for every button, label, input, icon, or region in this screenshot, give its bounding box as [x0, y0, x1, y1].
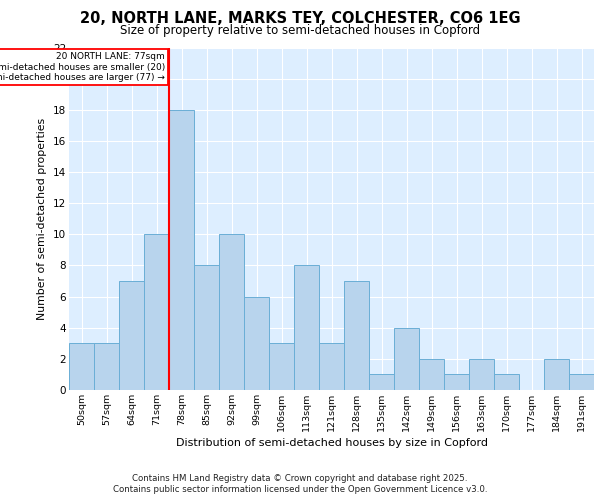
Bar: [369, 374, 394, 390]
Bar: [444, 374, 469, 390]
Bar: [394, 328, 419, 390]
Bar: [569, 374, 594, 390]
Text: 20, NORTH LANE, MARKS TEY, COLCHESTER, CO6 1EG: 20, NORTH LANE, MARKS TEY, COLCHESTER, C…: [80, 11, 520, 26]
Bar: [169, 110, 194, 390]
Y-axis label: Number of semi-detached properties: Number of semi-detached properties: [37, 118, 47, 320]
Bar: [419, 359, 444, 390]
Text: 20 NORTH LANE: 77sqm
← 21% of semi-detached houses are smaller (20)
79% of semi-: 20 NORTH LANE: 77sqm ← 21% of semi-detac…: [0, 52, 165, 82]
Bar: [344, 281, 369, 390]
Text: Contains HM Land Registry data © Crown copyright and database right 2025.
Contai: Contains HM Land Registry data © Crown c…: [113, 474, 487, 494]
Bar: [544, 359, 569, 390]
Bar: [244, 296, 269, 390]
Text: Size of property relative to semi-detached houses in Copford: Size of property relative to semi-detach…: [120, 24, 480, 37]
Bar: [219, 234, 244, 390]
X-axis label: Distribution of semi-detached houses by size in Copford: Distribution of semi-detached houses by …: [176, 438, 487, 448]
Bar: [119, 281, 144, 390]
Bar: [494, 374, 519, 390]
Bar: [269, 344, 294, 390]
Bar: [194, 266, 219, 390]
Bar: [94, 344, 119, 390]
Bar: [69, 344, 94, 390]
Bar: [144, 234, 169, 390]
Bar: [469, 359, 494, 390]
Bar: [319, 344, 344, 390]
Bar: [294, 266, 319, 390]
